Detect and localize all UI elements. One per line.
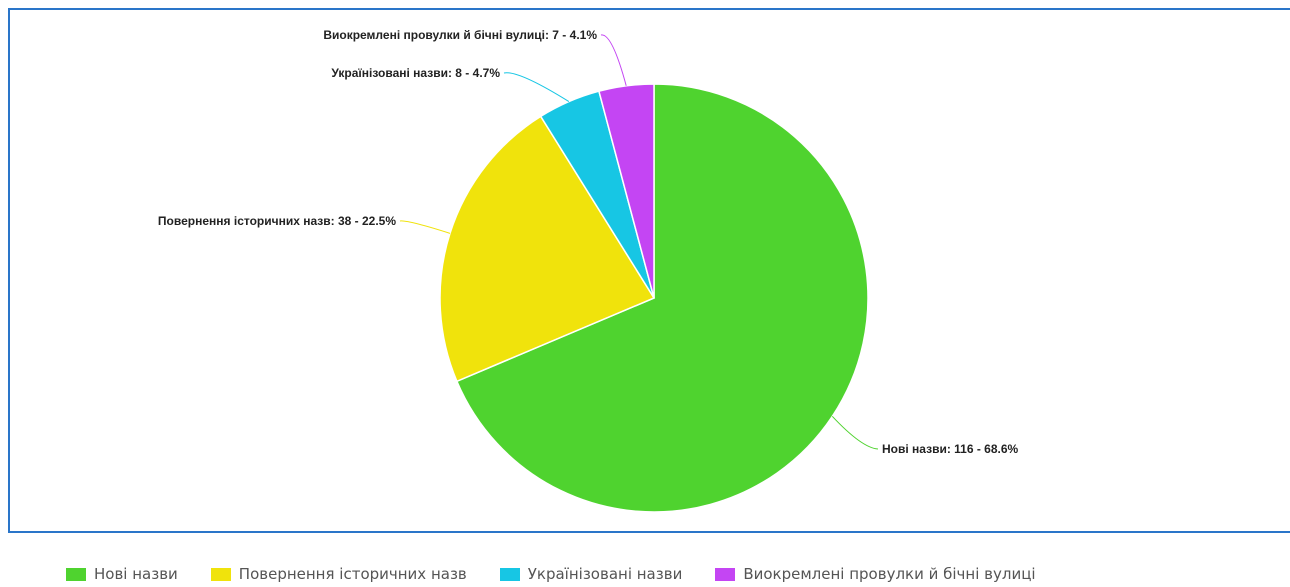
- slice-data-label-1: Повернення історичних назв: 38 - 22.5%: [158, 214, 396, 228]
- legend-swatch: [499, 567, 520, 581]
- legend-label: Українізовані назви: [527, 565, 683, 583]
- slice-data-label-0: Нові назви: 116 - 68.6%: [882, 442, 1019, 456]
- legend-label: Повернення історичних назв: [238, 565, 467, 583]
- pie-slices: [439, 83, 869, 513]
- legend-label: Нові назви: [94, 565, 178, 583]
- legend-item-0[interactable]: Нові назви: [66, 565, 178, 583]
- label-connector-1: [399, 220, 451, 234]
- pie-slice-3[interactable]: [598, 83, 655, 299]
- label-connector-2: [503, 72, 570, 103]
- slice-labels: Нові назви: 116 - 68.6% Повернення істори…: [158, 28, 1019, 456]
- label-connector-0: [831, 415, 879, 450]
- pie-slice-1[interactable]: [439, 115, 656, 383]
- pie-chart: Нові назви: 116 - 68.6% Повернення істори…: [158, 28, 1019, 513]
- slice-data-label-3: Виокремлені провулки й бічні вулиці: 7 -…: [323, 28, 597, 42]
- legend-item-3[interactable]: Виокремлені провулки й бічні вулиці: [715, 565, 1036, 583]
- legend-item-1[interactable]: Повернення історичних назв: [210, 565, 467, 583]
- legend-swatch: [210, 567, 231, 581]
- legend-swatch: [715, 567, 736, 581]
- label-connectors: [399, 34, 879, 450]
- slice-data-label-2: Українізовані назви: 8 - 4.7%: [331, 66, 500, 80]
- legend-item-2[interactable]: Українізовані назви: [499, 565, 683, 583]
- legend-swatch: [66, 567, 86, 581]
- chart-legend: Нові назви Повернення історичних назв Ук…: [66, 563, 1069, 585]
- label-connector-3: [600, 34, 627, 86]
- legend-label: Виокремлені провулки й бічні вулиці: [743, 565, 1036, 583]
